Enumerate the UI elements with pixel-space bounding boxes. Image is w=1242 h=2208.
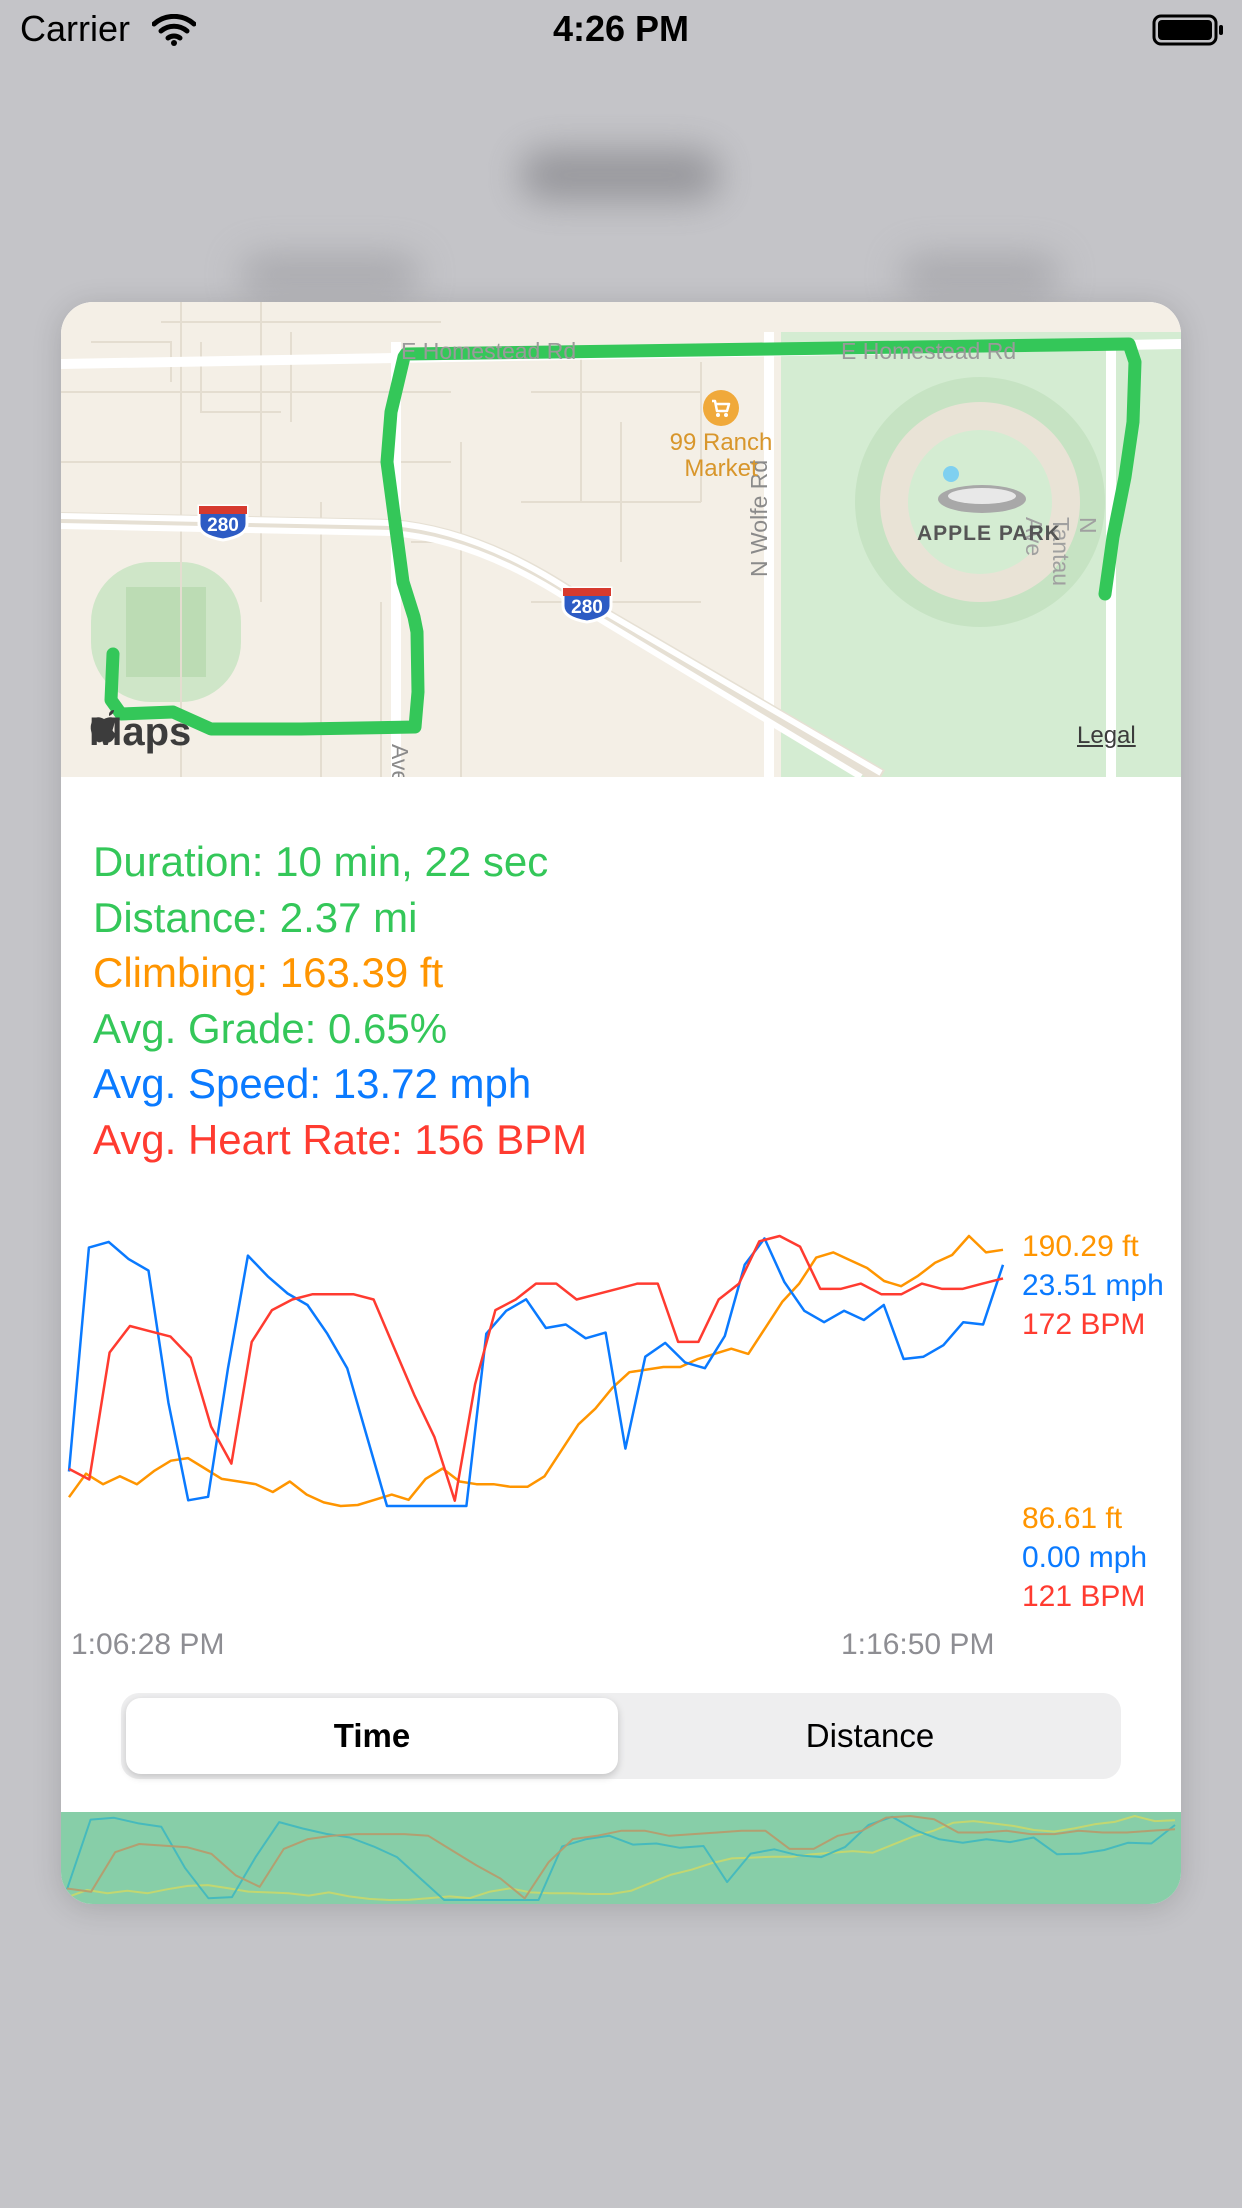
- avg-heart-rate-stat: Avg. Heart Rate: 156 BPM: [93, 1115, 588, 1163]
- legal-link[interactable]: Legal: [1077, 722, 1136, 749]
- chart-preview-plot: [66, 1815, 1176, 1901]
- ride-detail-card: E Homestead Rd E Homestead Rd N Wolfe Rd…: [61, 302, 1181, 1904]
- street-label: Ave: [387, 744, 413, 777]
- max-elevation-label: 190.29 ft: [1022, 1230, 1139, 1263]
- highway-shield-icon: 280: [559, 584, 615, 624]
- min-speed-label: 0.00 mph: [1022, 1541, 1148, 1574]
- climbing-stat: Climbing: 163.39 ft: [93, 949, 444, 996]
- highway-shield-label: 280: [571, 597, 603, 618]
- shopping-cart-icon[interactable]: [703, 390, 739, 426]
- distance-stat: Distance: 2.37 mi: [93, 893, 418, 941]
- carrier-label: Carrier: [20, 8, 131, 49]
- highway-shield-label: 280: [207, 515, 239, 536]
- heart-rate-line: [68, 1234, 1004, 1502]
- segment-time[interactable]: Time: [126, 1698, 618, 1774]
- min-elevation-label: 86.61 ft: [1022, 1502, 1123, 1535]
- background-blur: [240, 255, 420, 295]
- avg-speed-stat: Avg. Speed: 13.72 mph: [93, 1060, 532, 1107]
- battery-icon: [1152, 14, 1226, 51]
- elevation-line: [66, 1815, 1176, 1901]
- street-label: E Homestead Rd: [401, 338, 577, 364]
- speed-line: [67, 1237, 1005, 1508]
- segment-distance[interactable]: Distance: [624, 1698, 1116, 1774]
- avg-grade-stat: Avg. Grade: 0.65%: [93, 1004, 448, 1052]
- landmark-label[interactable]: APPLE PARK: [917, 522, 1061, 545]
- background-blur: [900, 255, 1060, 295]
- start-time-label: 1:06:28 PM: [71, 1628, 225, 1661]
- wifi-icon: [151, 13, 197, 51]
- highway-shield-icon: 280: [195, 502, 251, 542]
- min-heart-rate-label: 121 BPM: [1022, 1580, 1146, 1613]
- end-time-label: 1:16:50 PM: [841, 1628, 995, 1661]
- status-bar: Carrier 4:26 PM: [0, 0, 1242, 60]
- poi-label[interactable]: 99 Ranch Market: [669, 429, 773, 482]
- max-speed-label: 23.51 mph: [1022, 1269, 1164, 1302]
- ride-stats: Duration: 10 min, 22 sec Distance: 2.37 …: [93, 834, 587, 1167]
- ride-chart[interactable]: [61, 1222, 1181, 1522]
- pond: [943, 466, 959, 482]
- route-map[interactable]: E Homestead Rd E Homestead Rd N Wolfe Rd…: [61, 302, 1181, 777]
- background-blur: [520, 150, 720, 200]
- max-heart-rate-label: 172 BPM: [1022, 1308, 1146, 1341]
- street-label: E Homestead Rd: [841, 338, 1017, 364]
- elevation-line: [67, 1234, 1004, 1508]
- apple-park-icon: [935, 482, 1029, 516]
- chart-preview-strip: [61, 1812, 1181, 1904]
- ride-chart-plot: [67, 1234, 1005, 1508]
- x-axis-segmented-control: Time Distance: [121, 1693, 1121, 1779]
- speed-line: [66, 1815, 1176, 1901]
- duration-stat: Duration: 10 min, 22 sec: [93, 838, 549, 885]
- apple-maps-logo: Maps: [89, 710, 191, 755]
- status-time: 4:26 PM: [552, 8, 690, 49]
- heart-rate-line: [66, 1815, 1176, 1900]
